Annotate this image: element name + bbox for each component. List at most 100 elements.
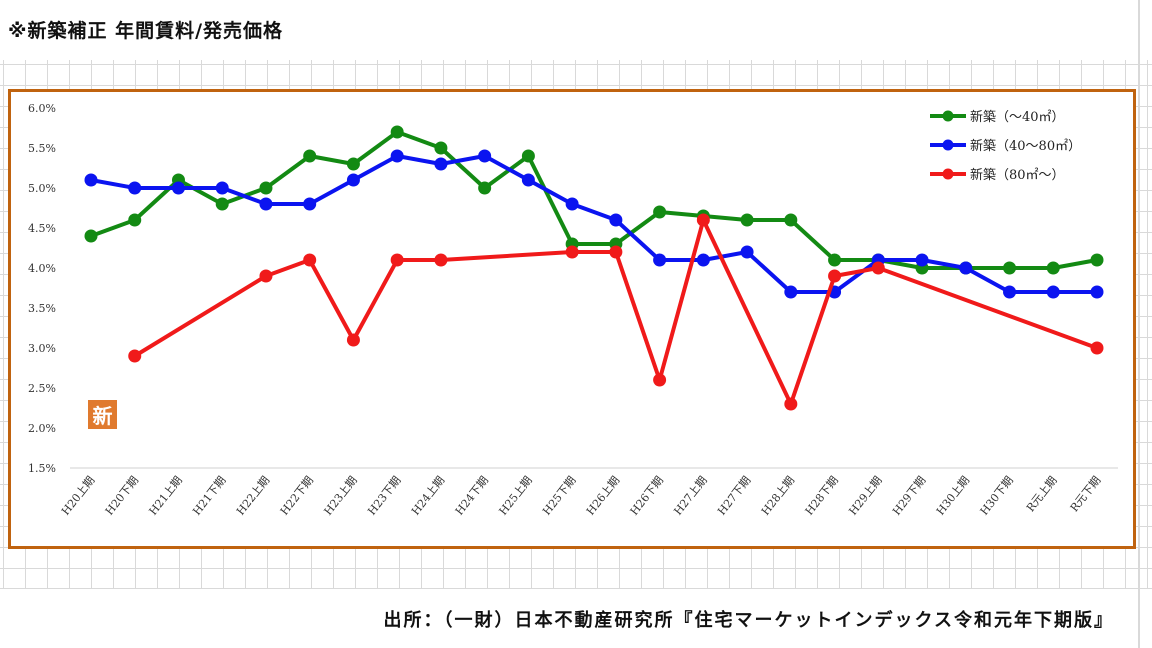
data-point [346, 173, 360, 187]
x-tick-label: H26上期 [584, 474, 622, 518]
data-point [84, 173, 98, 187]
data-point [259, 197, 273, 211]
series-line-2 [90, 154, 1097, 294]
data-point [915, 253, 929, 267]
data-point [1046, 285, 1060, 299]
data-point [653, 253, 667, 267]
legend-marker [942, 110, 954, 122]
y-tick-label: 1.5% [28, 462, 56, 475]
data-point [1090, 253, 1104, 267]
data-point [303, 197, 317, 211]
data-point [390, 253, 404, 267]
source-citation: 出所：（一財）日本不動産研究所『住宅マーケットインデックス令和元年下期版』 [383, 610, 1114, 631]
legend-marker [942, 139, 954, 151]
sheet-row-line [0, 588, 1152, 589]
data-point [784, 213, 798, 227]
x-tick-label: H28下期 [803, 474, 841, 518]
data-point [1090, 285, 1104, 299]
data-point [303, 253, 317, 267]
x-tick-label: H24下期 [453, 474, 491, 518]
x-tick-label: H24上期 [409, 474, 447, 518]
data-point [1090, 341, 1104, 355]
x-tick-label: H27下期 [715, 474, 753, 518]
chart-heading: ※新築補正 年間賃料/発売価格 [8, 20, 284, 42]
data-point [959, 261, 973, 275]
x-tick-label: R元上期 [1024, 474, 1060, 515]
data-point [390, 149, 404, 163]
data-point [346, 333, 360, 347]
new-build-badge: 新 [88, 400, 117, 429]
series-line-1 [90, 130, 1098, 270]
x-tick-label: H29下期 [890, 474, 928, 518]
series-layer [84, 125, 1104, 411]
y-tick-label: 5.0% [28, 182, 56, 195]
legend: 新築（～40㎡） 新築（40～80㎡） 新築（80㎡～） [930, 109, 1081, 183]
data-point [1003, 285, 1017, 299]
y-tick-label: 5.5% [28, 142, 56, 155]
data-point [609, 245, 623, 259]
y-axis-ticks: 6.0% 5.5% 5.0% 4.5% 4.0% 3.5% 3.0% 2.5% 2.0% 1.5% [28, 102, 56, 475]
legend-marker [942, 168, 954, 180]
data-point [565, 245, 579, 259]
data-point [696, 253, 710, 267]
data-point [1003, 261, 1017, 275]
data-point [390, 125, 404, 139]
x-tick-label: H21上期 [147, 474, 185, 518]
x-tick-label: H30下期 [978, 474, 1016, 518]
legend-label: 新築（80㎡～） [970, 167, 1065, 183]
x-tick-label: H21下期 [190, 474, 228, 518]
data-point [434, 141, 448, 155]
data-point [346, 157, 360, 171]
sheet-right-border [1138, 0, 1140, 648]
data-point [871, 261, 885, 275]
data-point [828, 269, 842, 283]
data-point [565, 197, 579, 211]
data-point [784, 397, 798, 411]
data-point [521, 173, 535, 187]
series-line-3 [133, 218, 1098, 406]
x-tick-label: H25上期 [496, 474, 534, 518]
data-point [1046, 261, 1060, 275]
x-tick-label: H20下期 [103, 474, 141, 518]
legend-label: 新築（40～80㎡） [970, 138, 1081, 154]
x-axis-ticks: H20上期 H20下期 H21上期 H21下期 H22上期 H22下期 H23上期 H23下期… [59, 474, 1103, 518]
data-point [128, 181, 142, 195]
data-point [434, 157, 448, 171]
data-point [215, 197, 229, 211]
x-tick-label: H25下期 [540, 474, 578, 518]
data-point [609, 213, 623, 227]
data-point [478, 149, 492, 163]
data-point [128, 213, 142, 227]
x-tick-label: H30上期 [934, 474, 972, 518]
x-tick-label: H26下期 [628, 474, 666, 518]
data-point [740, 213, 754, 227]
data-point [434, 253, 448, 267]
y-tick-label: 2.5% [28, 382, 56, 395]
x-tick-label: H28上期 [759, 474, 797, 518]
data-point [784, 285, 798, 299]
data-point [259, 269, 273, 283]
data-point [303, 149, 317, 163]
x-tick-label: H22下期 [278, 474, 316, 518]
data-point [478, 181, 492, 195]
data-point [696, 213, 710, 227]
data-point [653, 205, 667, 219]
y-tick-label: 2.0% [28, 422, 56, 435]
x-tick-label: H20上期 [59, 474, 97, 518]
y-tick-label: 3.5% [28, 302, 56, 315]
y-tick-label: 4.5% [28, 222, 56, 235]
data-point [521, 149, 535, 163]
data-point [828, 253, 842, 267]
x-tick-label: H22上期 [234, 474, 272, 518]
x-tick-label: H23上期 [321, 474, 359, 518]
data-point [215, 181, 229, 195]
x-tick-label: R元下期 [1068, 474, 1104, 515]
y-tick-label: 3.0% [28, 342, 56, 355]
data-point [740, 245, 754, 259]
x-tick-label: H29上期 [846, 474, 884, 518]
y-tick-label: 6.0% [28, 102, 56, 115]
x-tick-label: H27上期 [671, 474, 709, 518]
y-tick-label: 4.0% [28, 262, 56, 275]
data-point [259, 181, 273, 195]
